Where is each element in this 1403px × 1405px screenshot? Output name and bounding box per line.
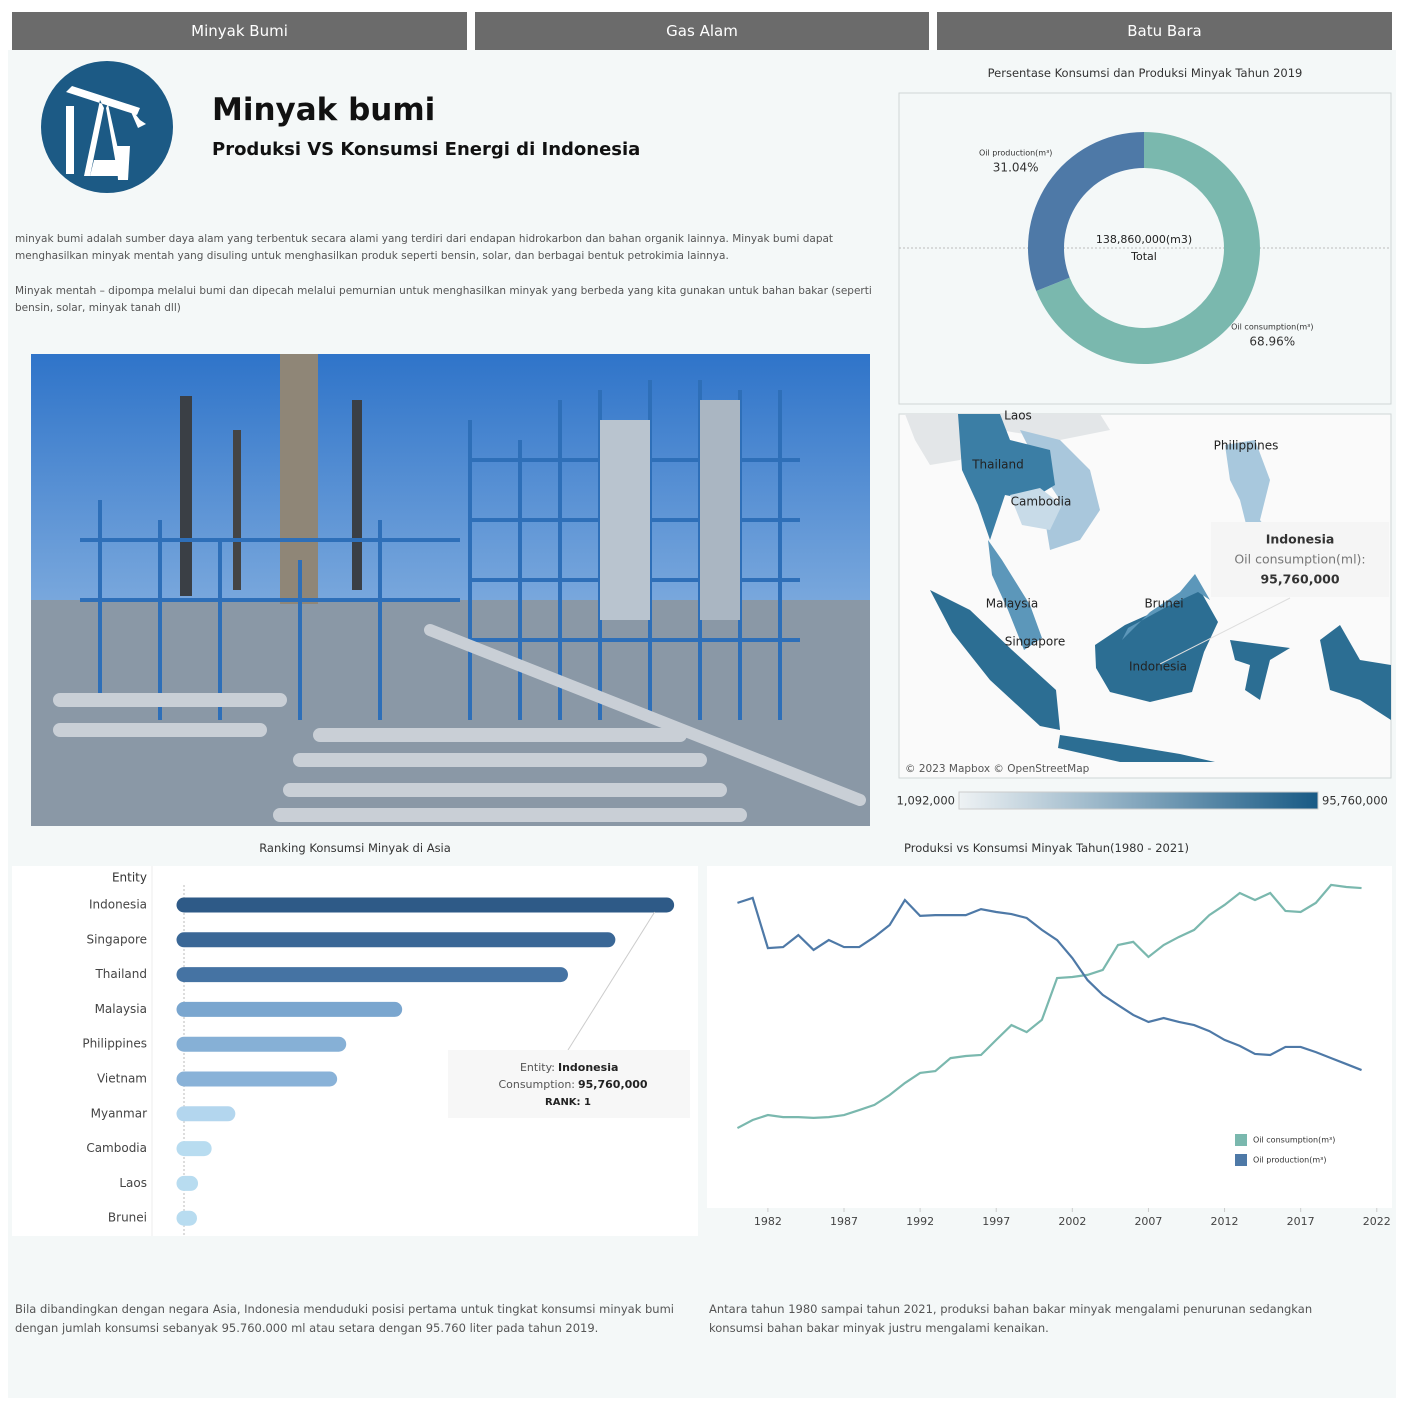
- line-series: [736, 883, 1362, 1130]
- slice-value: 68.96%: [1249, 334, 1295, 348]
- tooltip: [1211, 522, 1389, 597]
- category-label: Thailand: [94, 967, 147, 981]
- x-tick-label: 2022: [1363, 1215, 1391, 1228]
- category-label: Indonesia: [89, 898, 147, 912]
- tab[interactable]: Minyak Bumi: [12, 12, 467, 50]
- map-label: Malaysia: [986, 597, 1038, 611]
- subtitle: Produksi VS Konsumsi Energi di Indonesia: [212, 139, 641, 160]
- category-label: Vietnam: [97, 1072, 147, 1086]
- axis-title: Entity: [112, 871, 147, 885]
- x-tick-label: 2012: [1211, 1215, 1239, 1228]
- map-label: Cambodia: [1011, 495, 1072, 509]
- chart-frame: [707, 866, 1392, 1208]
- x-tick-label: 1992: [906, 1215, 934, 1228]
- map-label: Singapore: [1005, 635, 1066, 649]
- legend-max: 95,760,000: [1322, 794, 1388, 808]
- slice-value: 31.04%: [993, 161, 1039, 175]
- legend-swatch: [1235, 1134, 1247, 1146]
- tooltip-title: Indonesia: [1266, 532, 1335, 547]
- tooltip-text: RANK: 1: [545, 1097, 591, 1108]
- tooltip-value: 95,760,000: [1260, 572, 1339, 587]
- paragraph: Bila dibandingkan dengan negara Asia, In…: [15, 1302, 674, 1335]
- logo: [41, 61, 173, 193]
- legend-label: Oil production(m³): [1253, 1156, 1326, 1165]
- category-label: Philippines: [82, 1037, 147, 1051]
- x-tick-label: 2007: [1134, 1215, 1162, 1228]
- map-label: Indonesia: [1129, 660, 1187, 674]
- legend-label: Oil consumption(m³): [1253, 1136, 1335, 1145]
- title: Minyak bumi: [212, 92, 436, 128]
- x-tick-label: 1997: [982, 1215, 1010, 1228]
- category-label: Cambodia: [86, 1141, 147, 1155]
- chart-title: Ranking Konsumsi Minyak di Asia: [259, 841, 451, 855]
- x-tick-label: 2002: [1058, 1215, 1086, 1228]
- donut-slice: [1036, 132, 1260, 364]
- x-tick-label: 1987: [830, 1215, 858, 1228]
- attribution: © 2023 Mapbox © OpenStreetMap: [905, 763, 1090, 775]
- tooltip-label: Oil consumption(ml):: [1234, 552, 1365, 567]
- category-label: Brunei: [108, 1211, 147, 1225]
- x-tick-label: 1982: [754, 1215, 782, 1228]
- paragraph: Minyak mentah – dipompa melalui bumi dan…: [15, 285, 872, 314]
- tooltip: [448, 1050, 690, 1118]
- tooltip-text: Entity:: [520, 1061, 555, 1074]
- slice-label: Oil consumption(m³): [1231, 322, 1313, 331]
- tab[interactable]: Gas Alam: [475, 12, 929, 50]
- slice-label: Oil production(m³): [979, 149, 1052, 158]
- category-label: Myanmar: [91, 1106, 147, 1120]
- x-tick-label: 2017: [1287, 1215, 1315, 1228]
- map-label: Brunei: [1144, 597, 1183, 611]
- center-label: Total: [1130, 250, 1157, 263]
- donut-slice: [1027, 132, 1144, 291]
- legend-swatch: [1235, 1154, 1247, 1166]
- paragraph: minyak bumi adalah sumber daya alam yang…: [15, 233, 834, 262]
- tooltip-pointer: [1159, 597, 1291, 665]
- tab[interactable]: Batu Bara: [937, 12, 1392, 50]
- map: Laos Thailand Philippines Cambodia Malay…: [898, 409, 1392, 779]
- tooltip-text: 95,760,000: [578, 1078, 648, 1091]
- chart-title: Produksi vs Konsumsi Minyak Tahun(1980 -…: [904, 841, 1189, 855]
- category-label: Malaysia: [95, 1002, 147, 1016]
- tooltip-pointer: [567, 911, 656, 1051]
- line-series: [737, 896, 1362, 1072]
- tooltip-text: Indonesia: [558, 1061, 618, 1074]
- chart-title: Persentase Konsumsi dan Produksi Minyak …: [987, 66, 1303, 80]
- category-label: Singapore: [86, 932, 147, 946]
- paragraph: Antara tahun 1980 sampai tahun 2021, pro…: [709, 1302, 1313, 1335]
- refinery-photo: [31, 354, 870, 826]
- center-value: 138,860,000(m3): [1096, 233, 1192, 246]
- map-label: Thailand: [971, 458, 1024, 472]
- map-label: Laos: [1004, 409, 1032, 423]
- tooltip-text: Consumption:: [498, 1078, 575, 1091]
- category-label: Laos: [119, 1176, 147, 1190]
- color-legend: [958, 791, 1319, 810]
- map-label: Philippines: [1214, 439, 1279, 453]
- legend-min: 1,092,000: [896, 794, 955, 808]
